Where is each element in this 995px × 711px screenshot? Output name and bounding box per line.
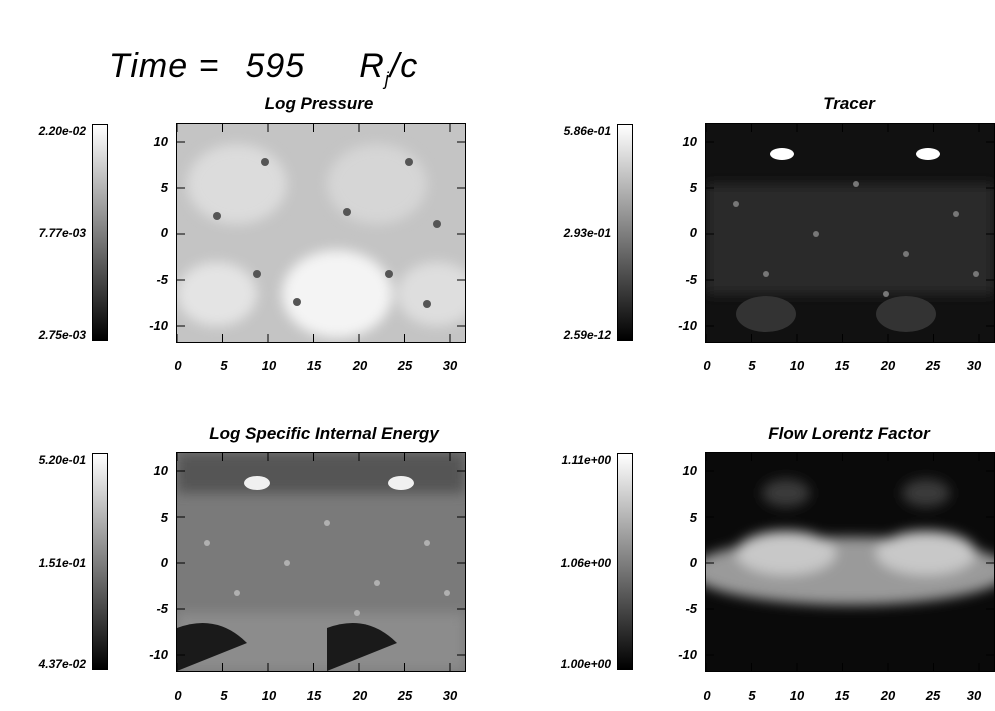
y-tick-label: 5 <box>160 510 168 525</box>
time-label: Time = <box>108 47 220 85</box>
x-tick-label: 25 <box>397 358 413 373</box>
colorbar-min-label: 1.00e+00 <box>560 657 611 671</box>
colorbar-min-label: 2.59e-12 <box>563 328 611 342</box>
y-tick-label: 0 <box>689 225 697 240</box>
colorbar-max-label: 5.86e-01 <box>563 124 611 138</box>
x-tick-label: 0 <box>703 688 711 703</box>
colorbar <box>617 453 633 670</box>
x-tick-label: 5 <box>220 358 228 373</box>
x-tick-label: 30 <box>442 688 458 703</box>
x-tick-label: 20 <box>880 688 896 703</box>
x-tick-label: 20 <box>880 358 896 373</box>
x-tick-label: 20 <box>352 358 368 373</box>
time-value: 595 <box>245 47 306 85</box>
x-tick-label: 25 <box>397 688 413 703</box>
time-title: Time = 595 Rj/c <box>88 8 418 90</box>
panel-title: Flow Lorentz Factor <box>768 424 930 443</box>
x-tick-label: 10 <box>789 358 805 373</box>
panel-title: Log Specific Internal Energy <box>209 424 439 443</box>
y-tick-label: 10 <box>682 134 697 149</box>
y-tick-label: 0 <box>160 555 168 570</box>
y-tick-label: -10 <box>149 318 168 333</box>
x-tick-label: 25 <box>925 358 941 373</box>
x-tick-label: 30 <box>966 358 982 373</box>
x-tick-label: 5 <box>220 688 228 703</box>
y-tick-label: 0 <box>160 225 168 240</box>
y-tick-label: -10 <box>149 647 168 662</box>
y-tick-label: -5 <box>685 272 697 287</box>
x-tick-label: 30 <box>966 688 982 703</box>
y-tick-label: 0 <box>689 555 697 570</box>
colorbar <box>92 453 108 670</box>
x-tick-label: 15 <box>834 358 850 373</box>
y-tick-label: -5 <box>156 601 168 616</box>
colorbar-mid-label: 1.06e+00 <box>560 556 611 570</box>
x-tick-label: 0 <box>174 358 182 373</box>
y-tick-label: -10 <box>678 647 697 662</box>
x-tick-label: 15 <box>834 688 850 703</box>
colorbar-mid-label: 1.51e-01 <box>38 556 86 570</box>
y-tick-label: 5 <box>689 180 697 195</box>
x-tick-label: 20 <box>352 688 368 703</box>
y-tick-label: -5 <box>685 601 697 616</box>
y-tick-label: -10 <box>678 318 697 333</box>
y-tick-label: 5 <box>160 180 168 195</box>
y-tick-label: 10 <box>682 463 697 478</box>
x-tick-label: 15 <box>306 688 322 703</box>
x-tick-label: 30 <box>442 358 458 373</box>
x-tick-label: 10 <box>789 688 805 703</box>
field-image <box>705 452 995 672</box>
colorbar-max-label: 2.20e-02 <box>38 124 86 138</box>
x-tick-label: 25 <box>925 688 941 703</box>
y-tick-label: 10 <box>153 463 168 478</box>
field-image <box>176 452 466 672</box>
y-tick-label: 10 <box>153 134 168 149</box>
x-tick-label: 10 <box>261 358 277 373</box>
field-image <box>176 123 466 343</box>
x-tick-label: 0 <box>174 688 182 703</box>
panel-title: Log Pressure <box>264 94 374 113</box>
colorbar-mid-label: 7.77e-03 <box>38 226 86 240</box>
colorbar-mid-label: 2.93e-01 <box>563 226 611 240</box>
colorbar-max-label: 1.11e+00 <box>561 453 612 467</box>
colorbar <box>617 124 633 341</box>
x-tick-label: 15 <box>306 358 322 373</box>
x-tick-label: 0 <box>703 358 711 373</box>
x-tick-label: 5 <box>748 358 756 373</box>
panel-title: Tracer <box>823 94 875 113</box>
y-tick-label: 5 <box>689 510 697 525</box>
x-tick-label: 5 <box>748 688 756 703</box>
colorbar <box>92 124 108 341</box>
colorbar-min-label: 4.37e-02 <box>38 657 86 671</box>
time-unit: Rj/c <box>359 47 419 89</box>
colorbar-max-label: 5.20e-01 <box>38 453 86 467</box>
x-tick-label: 10 <box>261 688 277 703</box>
colorbar-min-label: 2.75e-03 <box>38 328 86 342</box>
field-image <box>705 123 995 343</box>
y-tick-label: -5 <box>156 272 168 287</box>
